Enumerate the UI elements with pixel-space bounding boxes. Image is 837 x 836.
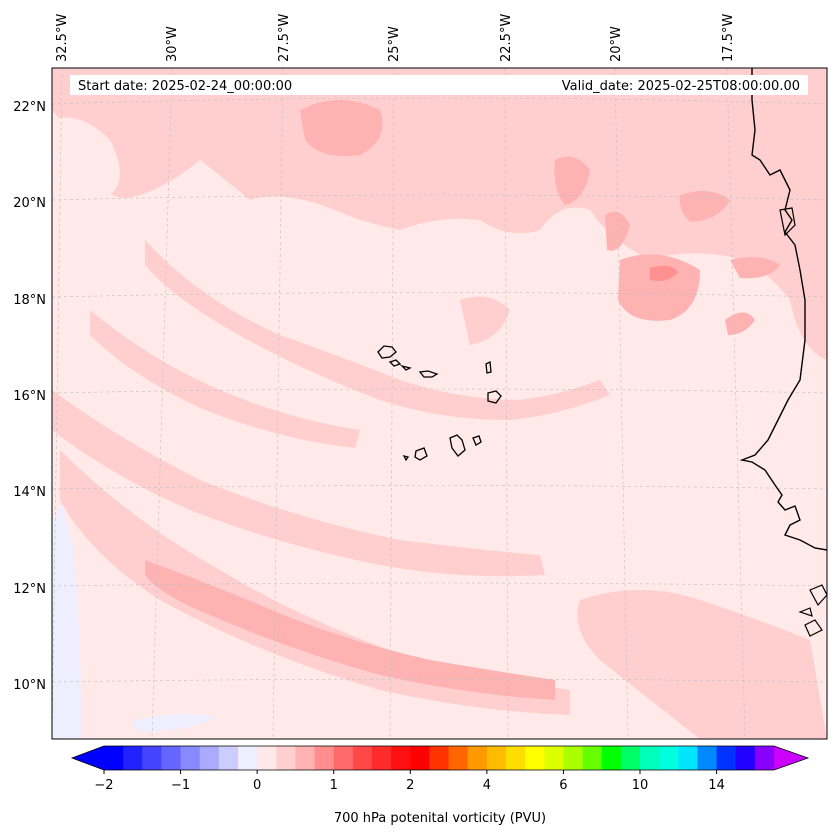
lon-label: 27.5°W xyxy=(277,14,292,62)
colorbar-segment xyxy=(429,746,450,770)
lon-label: 32.5°W xyxy=(55,14,70,62)
colorbar-segment xyxy=(238,746,258,770)
colorbar-segment xyxy=(716,746,737,770)
colorbar-title: 700 hPa potenital vorticity (PVU) xyxy=(334,811,546,826)
colorbar-segment xyxy=(199,746,220,770)
colorbar-extend-high xyxy=(774,746,808,770)
colorbar-segment xyxy=(372,746,392,770)
colorbar-segment xyxy=(410,746,431,770)
colorbar-segment xyxy=(601,746,622,770)
pv-region xyxy=(52,117,120,195)
coastline xyxy=(809,584,827,607)
pv-region xyxy=(730,256,780,279)
pv-region xyxy=(577,590,827,739)
coastline xyxy=(779,207,796,237)
coastline xyxy=(804,619,823,637)
lat-label: 12°N xyxy=(13,582,46,597)
map-frame xyxy=(51,67,828,740)
pv-region xyxy=(145,560,555,700)
pv-negative-area xyxy=(52,505,82,739)
colorbar-segment xyxy=(352,746,373,770)
lat-label: 14°N xyxy=(13,485,46,500)
map-panel: Start date: 2025-02-24_00:00:00 Valid_da… xyxy=(52,68,827,739)
lon-label: 25°W xyxy=(387,26,402,62)
pv-region xyxy=(52,68,827,360)
colorbar-tick-label: 6 xyxy=(559,778,567,793)
colorbar-segment xyxy=(525,746,545,770)
colorbar-segment xyxy=(276,746,297,770)
colorbar-segment xyxy=(314,746,335,770)
pv-region xyxy=(460,296,510,345)
lon-label: 22.5°W xyxy=(499,14,514,62)
colorbar-extend-low xyxy=(72,746,104,770)
colorbar-segments xyxy=(104,746,775,770)
colorbar-segment xyxy=(486,746,507,770)
start-date-label: Start date: 2025-02-24_00:00:00 xyxy=(78,79,292,94)
colorbar-segment xyxy=(391,746,411,770)
colorbar-tick-label: 10 xyxy=(632,778,649,793)
colorbar-segment xyxy=(620,746,641,770)
colorbar-tick-label: 14 xyxy=(708,778,725,793)
colorbar: −2 −1 0 1 2 4 6 10 14 700 hPa potenital vorticit… xyxy=(70,745,810,826)
date-banner xyxy=(70,75,808,95)
valid-date-label: Valid_date: 2025-02-25T08:00:00.00 xyxy=(562,79,800,94)
lon-label: 20°W xyxy=(609,26,624,62)
colorbar-segment xyxy=(563,746,584,770)
pv-region xyxy=(52,390,545,577)
coastline xyxy=(739,68,827,551)
colorbar-segment xyxy=(544,746,565,770)
longitude-labels: 32.5°W 30°W 27.5°W 25°W 22.5°W 20°W 17.5… xyxy=(55,14,736,62)
coastline xyxy=(798,607,813,617)
lat-label: 16°N xyxy=(13,389,46,404)
colorbar-segment xyxy=(448,746,469,770)
graticule xyxy=(52,68,827,739)
colorbar-segment xyxy=(123,746,143,770)
colorbar-segment xyxy=(467,746,488,770)
colorbar-segment xyxy=(659,746,679,770)
colorbar-segment xyxy=(640,746,660,770)
colorbar-tick-label: −1 xyxy=(171,778,190,793)
colorbar-tick-label: 4 xyxy=(483,778,491,793)
colorbar-segment xyxy=(735,746,756,770)
pv-region xyxy=(90,310,360,448)
pv-region xyxy=(725,312,755,335)
pv-region xyxy=(679,191,730,222)
colorbar-segment xyxy=(295,746,316,770)
lon-label: 17.5°W xyxy=(721,14,736,62)
colorbar-segment xyxy=(180,746,201,770)
pv-region xyxy=(145,240,610,420)
colorbar-segment xyxy=(142,746,163,770)
colorbar-tick-label: −2 xyxy=(94,778,113,793)
colorbar-segment xyxy=(333,746,354,770)
pv-region xyxy=(650,265,678,281)
colorbar-tick-label: 1 xyxy=(330,778,338,793)
colorbar-segment xyxy=(161,746,182,770)
colorbar-segment xyxy=(582,746,603,770)
lon-label: 30°W xyxy=(165,26,180,62)
colorbar-segment xyxy=(257,746,277,770)
cape-verde-islands xyxy=(377,345,502,462)
pv-region xyxy=(618,254,700,321)
lat-label: 20°N xyxy=(13,196,46,211)
pv-region xyxy=(300,100,383,156)
colorbar-tick-label: 0 xyxy=(253,778,261,793)
colorbar-segment xyxy=(754,746,775,770)
lat-label: 18°N xyxy=(13,293,46,308)
colorbar-tick-label: 2 xyxy=(406,778,414,793)
pv-negative-area xyxy=(130,714,215,732)
colorbar-segment xyxy=(678,746,699,770)
latitude-labels: 22°N 20°N 18°N 16°N 14°N 12°N 10°N xyxy=(13,100,46,693)
colorbar-segment xyxy=(104,746,124,770)
pv-region xyxy=(554,156,590,205)
lat-label: 22°N xyxy=(13,100,46,115)
colorbar-segment xyxy=(697,746,718,770)
colorbar-segment xyxy=(218,746,239,770)
pv-region xyxy=(605,211,630,251)
lat-label: 10°N xyxy=(13,678,46,693)
colorbar-ticks: −2 −1 0 1 2 4 6 10 14 xyxy=(94,770,725,793)
colorbar-segment xyxy=(506,746,526,770)
